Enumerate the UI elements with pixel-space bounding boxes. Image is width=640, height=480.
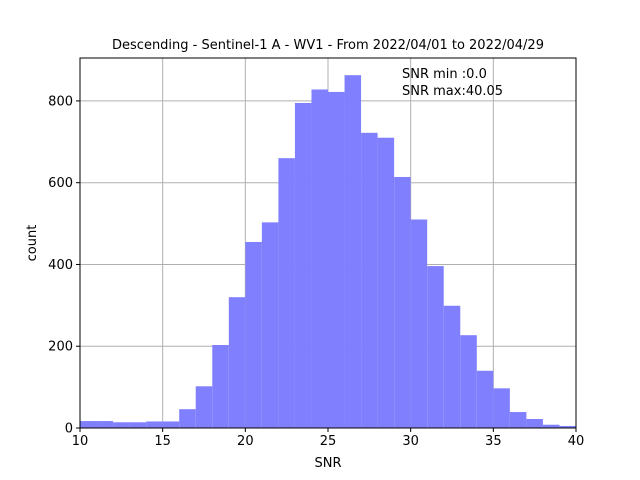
histogram-bar	[377, 137, 395, 428]
histogram-bar	[146, 421, 163, 428]
snr-min-annotation: SNR min :0.0	[402, 67, 487, 82]
histogram-bar	[245, 241, 262, 428]
histogram-bar	[476, 370, 494, 428]
histogram-bar	[278, 158, 295, 428]
histogram-bar	[344, 75, 362, 429]
histogram-bar	[129, 422, 147, 428]
x-axis-ticks: 10 15 20 25 30 35 40	[72, 428, 585, 449]
histogram-bar	[460, 335, 477, 428]
histogram-bar	[427, 266, 444, 428]
x-tick-label: 20	[237, 434, 254, 449]
x-tick-label: 30	[402, 434, 419, 449]
histogram-bar	[113, 422, 130, 428]
y-tick-label: 200	[48, 340, 73, 355]
histogram-bar	[311, 89, 328, 429]
x-tick-label: 15	[154, 434, 171, 449]
histogram-bar	[509, 412, 527, 428]
y-tick-label: 400	[48, 258, 73, 273]
x-axis-label: SNR	[314, 456, 341, 471]
histogram-bar	[443, 305, 461, 428]
histogram-bar	[80, 421, 97, 428]
y-tick-label: 0	[65, 422, 73, 437]
y-axis-label: count	[25, 225, 40, 262]
histogram-bar	[526, 419, 543, 428]
histogram-bar	[294, 102, 312, 428]
histogram-bar	[542, 424, 560, 428]
histogram-bar	[410, 219, 428, 428]
histogram-bar	[195, 386, 213, 428]
histogram-bar	[328, 91, 345, 428]
chart-title: Descending - Sentinel-1 A - WV1 - From 2…	[112, 38, 544, 53]
x-tick-label: 10	[72, 434, 89, 449]
snr-max-annotation: SNR max:40.05	[402, 84, 503, 99]
x-tick-label: 25	[320, 434, 337, 449]
histogram-bar	[96, 421, 114, 428]
histogram-bar	[493, 388, 510, 428]
y-axis-ticks: 0 200 400 600 800	[48, 94, 80, 437]
histogram-bar	[394, 176, 411, 428]
x-tick-label: 35	[485, 434, 502, 449]
histogram-bar	[559, 425, 576, 428]
x-tick-label: 40	[568, 434, 585, 449]
y-tick-label: 600	[48, 176, 73, 191]
histogram-bar	[162, 421, 180, 428]
histogram-bar	[228, 297, 246, 428]
histogram-bar	[212, 345, 229, 428]
histogram-bar	[179, 409, 196, 428]
histogram-bar	[361, 132, 378, 428]
histogram-bar	[261, 222, 279, 428]
bars	[80, 75, 576, 429]
y-tick-label: 800	[48, 94, 73, 109]
